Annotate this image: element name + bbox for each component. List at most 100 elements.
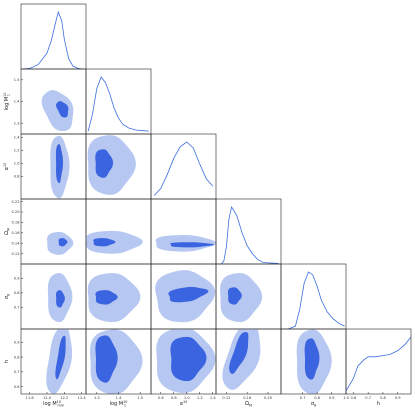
contour-68-alpha-sigma8 bbox=[168, 286, 209, 303]
axis-label-sup: 10 bbox=[123, 400, 127, 404]
contour-68-sigma8-h bbox=[304, 338, 320, 380]
y-axis-label-sigma8: σ8 bbox=[4, 294, 11, 299]
x-tick-label: 1.4 bbox=[210, 396, 216, 400]
y-tick-label: 0.7 bbox=[14, 370, 20, 374]
y-tick-label: 0.12 bbox=[11, 252, 19, 256]
axis-label-sub: 8 bbox=[314, 404, 316, 408]
x-tick-label: 0.9 bbox=[395, 396, 401, 400]
y-tick-label: 0.18 bbox=[11, 221, 20, 225]
contour-68-logM1-alpha bbox=[95, 149, 114, 178]
panel-frame bbox=[150, 198, 217, 265]
x-tick-label: 0.8 bbox=[171, 396, 177, 400]
panels-group: 1.3 1.4 1.5 0.8 1.0 1.2 1.4 0.12 0.14 0.16 0.18 0.2… bbox=[11, 3, 412, 400]
panel-OmegaM-OmegaM bbox=[215, 198, 282, 265]
x-tick-label: 0.16 bbox=[243, 396, 252, 400]
axis-label-sup: 10 bbox=[3, 93, 7, 97]
marginal-pdf-alpha bbox=[153, 141, 214, 196]
y-axis-label-alpha: α10 bbox=[3, 163, 10, 171]
panel-alpha-h: 0.6 0.8 1.0 1.2 1.4 bbox=[150, 328, 216, 400]
contour-68-logMmin-alpha bbox=[55, 144, 64, 184]
contour-68-OmegaM-h bbox=[229, 332, 249, 374]
x-tick-label: 12.0 bbox=[43, 396, 52, 400]
axis-label-base: Ω bbox=[245, 401, 249, 407]
panel-frame bbox=[20, 3, 87, 70]
contour-68-logMmin-logM1 bbox=[56, 101, 69, 118]
x-tick-label: 0.6 bbox=[158, 396, 164, 400]
y-axis-label-h: h bbox=[4, 360, 10, 363]
x-tick-label: 1.0 bbox=[184, 396, 190, 400]
y-tick-label: 0.14 bbox=[11, 241, 20, 245]
y-tick-label: 1.2 bbox=[14, 148, 20, 152]
y-tick-label: 0.22 bbox=[11, 200, 19, 204]
axis-label-sub: M bbox=[249, 404, 252, 408]
x-tick-label: 0.9 bbox=[329, 396, 335, 400]
panel-logMmin-alpha: 0.8 1.0 1.2 1.4 bbox=[14, 133, 87, 200]
x-axis-label-alpha: α10 bbox=[180, 400, 188, 407]
axis-label-sub: M bbox=[7, 228, 11, 231]
y-axis-label-logM1: log M101 bbox=[3, 93, 11, 111]
panel-frame bbox=[20, 198, 87, 265]
y-tick-label: 0.8 bbox=[14, 174, 20, 178]
x-tick-label: 0.20 bbox=[264, 396, 273, 400]
contour-95-logMmin-logM1 bbox=[41, 90, 74, 132]
panel-logMmin-h: 0.6 0.7 0.8 0.9 11.8 12.0 12.2 12.4 bbox=[14, 328, 86, 400]
panel-frame bbox=[280, 263, 347, 330]
panel-logM1-h: 1.3 1.4 1.5 bbox=[85, 328, 152, 400]
x-tick-label: 1.0 bbox=[343, 396, 349, 400]
panel-logM1-logM1 bbox=[85, 68, 152, 135]
axis-label-sub: min bbox=[57, 404, 63, 408]
x-tick-label: 1.2 bbox=[197, 396, 203, 400]
panel-logM1-OmegaM bbox=[85, 198, 152, 265]
y-tick-label: 1.4 bbox=[14, 135, 20, 139]
contour-68-logM1-h bbox=[95, 335, 118, 383]
y-tick-label: 0.8 bbox=[14, 291, 20, 295]
axis-label-sub: 1 bbox=[124, 404, 126, 408]
x-tick-label: 0.6 bbox=[351, 396, 357, 400]
axis-label-base: log M bbox=[43, 401, 57, 407]
panel-OmegaM-sigma8 bbox=[215, 263, 282, 330]
contour-68-logMmin-sigma8 bbox=[55, 290, 65, 308]
marginal-pdf-OmegaM bbox=[220, 205, 279, 264]
marginal-pdf-sigma8 bbox=[288, 271, 345, 329]
panel-alpha-OmegaM bbox=[150, 198, 217, 265]
axis-label-base: h bbox=[4, 360, 10, 363]
y-tick-label: 0.9 bbox=[14, 277, 20, 281]
y-tick-label: 1.5 bbox=[14, 78, 20, 82]
marginal-pdf-logM1 bbox=[87, 76, 149, 132]
panel-logMmin-logM1: 1.3 1.4 1.5 bbox=[14, 68, 87, 135]
panel-h-h: 0.6 0.7 0.8 0.9 bbox=[345, 328, 412, 400]
axis-label-base: σ bbox=[4, 295, 10, 299]
panel-alpha-sigma8 bbox=[150, 263, 217, 330]
panel-frame bbox=[85, 68, 152, 135]
contour-68-OmegaM-sigma8 bbox=[227, 287, 242, 305]
panel-logM1-alpha bbox=[85, 133, 152, 200]
x-tick-label: 0.7 bbox=[300, 396, 306, 400]
x-axis-label-OmegaM: ΩM bbox=[245, 401, 252, 408]
x-tick-label: 0.12 bbox=[222, 396, 230, 400]
y-tick-label: 0.16 bbox=[11, 231, 20, 235]
panel-OmegaM-h: 0.12 0.16 0.20 bbox=[215, 328, 282, 400]
contour-68-logMmin-h bbox=[55, 335, 66, 380]
axis-label-sup: 10 bbox=[183, 400, 187, 404]
marginal-pdf-h bbox=[346, 336, 411, 392]
axis-label-sup: 10 bbox=[57, 400, 61, 404]
x-tick-label: 12.2 bbox=[60, 396, 68, 400]
x-tick-label: 0.8 bbox=[380, 396, 386, 400]
marginal-pdf-logMmin bbox=[22, 10, 82, 69]
contour-68-alpha-h bbox=[170, 336, 207, 382]
contour-68-alpha-OmegaM bbox=[170, 242, 215, 248]
panel-logMmin-logMmin bbox=[20, 3, 87, 70]
contour-68-logMmin-OmegaM bbox=[58, 238, 68, 247]
x-axis-label-logMmin: log M10 min bbox=[43, 400, 64, 408]
panel-frame bbox=[215, 198, 282, 265]
panel-sigma8-sigma8 bbox=[280, 263, 347, 330]
x-axis-label-h: h bbox=[377, 401, 380, 407]
panel-frame bbox=[345, 328, 412, 395]
y-tick-label: 0.6 bbox=[14, 385, 20, 389]
panel-logMmin-sigma8: 0.7 0.8 0.9 bbox=[14, 263, 87, 330]
panel-frame bbox=[150, 133, 217, 200]
x-tick-label: 0.7 bbox=[365, 396, 371, 400]
panel-logMmin-OmegaM: 0.12 0.14 0.16 0.18 0.20 0.22 bbox=[11, 198, 87, 265]
